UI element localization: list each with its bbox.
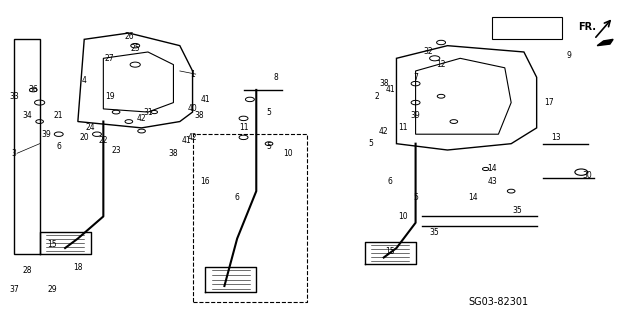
Text: 9: 9 — [566, 51, 571, 60]
Text: 6: 6 — [56, 142, 61, 151]
Text: SG03-82301: SG03-82301 — [468, 297, 529, 307]
Text: 41: 41 — [181, 136, 191, 145]
Text: FR.: FR. — [578, 22, 596, 32]
Text: 11: 11 — [239, 123, 248, 132]
Text: 42: 42 — [137, 114, 147, 123]
Text: 39: 39 — [411, 111, 420, 120]
Text: 39: 39 — [41, 130, 51, 139]
Text: 16: 16 — [200, 177, 210, 186]
Text: 19: 19 — [105, 92, 115, 101]
Text: 35: 35 — [430, 228, 440, 237]
Text: 11: 11 — [398, 123, 408, 132]
Text: 23: 23 — [111, 145, 121, 154]
Text: 5: 5 — [267, 108, 271, 116]
Text: 28: 28 — [22, 266, 31, 275]
Text: 5: 5 — [413, 193, 418, 202]
Text: 42: 42 — [188, 133, 197, 142]
Text: 37: 37 — [9, 285, 19, 294]
Text: 12: 12 — [436, 60, 446, 69]
Text: 22: 22 — [99, 136, 108, 145]
Text: 6: 6 — [235, 193, 239, 202]
Text: 41: 41 — [385, 85, 395, 94]
Text: 18: 18 — [73, 263, 83, 271]
Text: 26: 26 — [124, 32, 134, 41]
Text: 33: 33 — [9, 92, 19, 101]
Text: 4: 4 — [82, 76, 86, 85]
Text: 14: 14 — [468, 193, 477, 202]
Text: 6: 6 — [388, 177, 392, 186]
Text: 5: 5 — [369, 139, 373, 148]
Text: 38: 38 — [379, 79, 388, 88]
Text: 2: 2 — [375, 92, 380, 101]
Text: 32: 32 — [424, 48, 433, 56]
Text: 34: 34 — [22, 111, 32, 120]
Text: 38: 38 — [194, 111, 204, 120]
Text: 43: 43 — [487, 177, 497, 186]
Text: 14: 14 — [487, 165, 497, 174]
Text: 5: 5 — [267, 142, 271, 151]
Text: 27: 27 — [105, 54, 115, 63]
Text: 25: 25 — [131, 44, 140, 53]
Text: 36: 36 — [28, 85, 38, 94]
Text: 13: 13 — [551, 133, 561, 142]
Text: 29: 29 — [47, 285, 57, 294]
Text: 24: 24 — [86, 123, 95, 132]
Text: 21: 21 — [54, 111, 63, 120]
Text: 17: 17 — [545, 98, 554, 107]
Text: 10: 10 — [398, 212, 408, 221]
Text: 42: 42 — [379, 127, 388, 136]
Text: 38: 38 — [168, 149, 179, 158]
Text: 10: 10 — [284, 149, 293, 158]
Text: 40: 40 — [188, 104, 197, 113]
Text: 15: 15 — [385, 247, 395, 256]
Polygon shape — [597, 39, 613, 46]
Text: 41: 41 — [200, 95, 210, 104]
Text: 7: 7 — [413, 73, 418, 82]
Text: 8: 8 — [273, 73, 278, 82]
Text: 1: 1 — [190, 70, 195, 78]
Text: 31: 31 — [143, 108, 153, 116]
Text: 30: 30 — [583, 171, 593, 180]
Text: 3: 3 — [12, 149, 17, 158]
Text: 15: 15 — [47, 241, 57, 249]
Text: 35: 35 — [513, 206, 522, 215]
Text: 20: 20 — [79, 133, 89, 142]
